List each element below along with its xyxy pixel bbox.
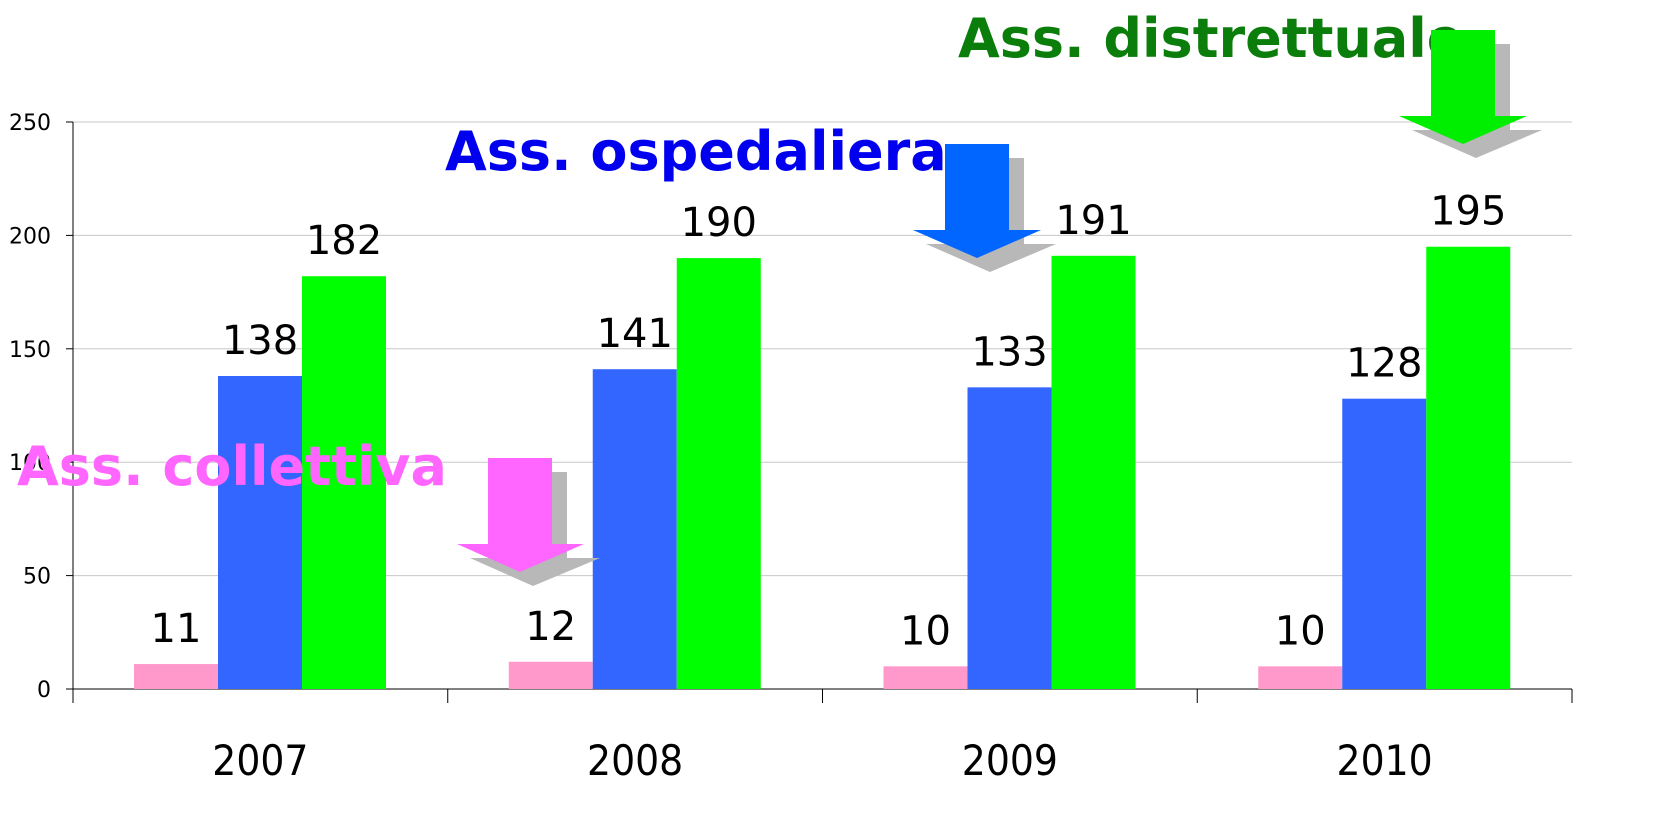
y-tick-label: 150 — [9, 338, 51, 363]
y-tick-label: 0 — [37, 678, 51, 703]
bar — [1426, 246, 1511, 690]
value-label: 182 — [306, 218, 382, 264]
bar — [676, 258, 761, 689]
series-label: Ass. distrettuale — [958, 7, 1463, 70]
bar — [218, 376, 302, 689]
y-tick-label: 250 — [9, 111, 51, 136]
series-label: Ass. ospedaliera — [445, 120, 947, 183]
arrow-ospedaliera — [913, 144, 1041, 258]
arrow-distrettuale — [1399, 30, 1527, 144]
value-label: 133 — [971, 329, 1047, 375]
value-label: 141 — [597, 311, 673, 357]
value-label: 128 — [1346, 341, 1422, 387]
series-label: Ass. collettiva — [17, 435, 447, 498]
value-label: 11 — [151, 606, 202, 652]
bar — [134, 664, 218, 689]
bar — [302, 276, 386, 689]
y-tick-label: 50 — [23, 565, 51, 590]
x-tick-label: 2007 — [212, 736, 308, 785]
arrow-collettiva — [457, 458, 584, 572]
value-label: 10 — [900, 608, 951, 654]
bar — [1051, 255, 1136, 689]
value-label: 138 — [222, 318, 298, 364]
value-label: 12 — [525, 604, 576, 650]
y-tick-label: 200 — [9, 224, 51, 249]
bar — [1258, 666, 1343, 689]
y-tick-label: 100 — [9, 451, 51, 476]
x-tick-label: 2008 — [587, 736, 683, 785]
bar — [592, 369, 677, 689]
bar — [1342, 398, 1427, 689]
x-tick-label: 2010 — [1337, 736, 1433, 785]
bar — [967, 387, 1052, 689]
arrows — [457, 30, 1542, 586]
x-tick-label: 2009 — [962, 736, 1058, 785]
value-label: 195 — [1430, 189, 1506, 235]
value-label: 191 — [1055, 198, 1131, 244]
value-label: 10 — [1275, 608, 1326, 654]
bar — [508, 661, 593, 689]
bar — [883, 666, 968, 689]
value-label: 190 — [681, 200, 757, 246]
